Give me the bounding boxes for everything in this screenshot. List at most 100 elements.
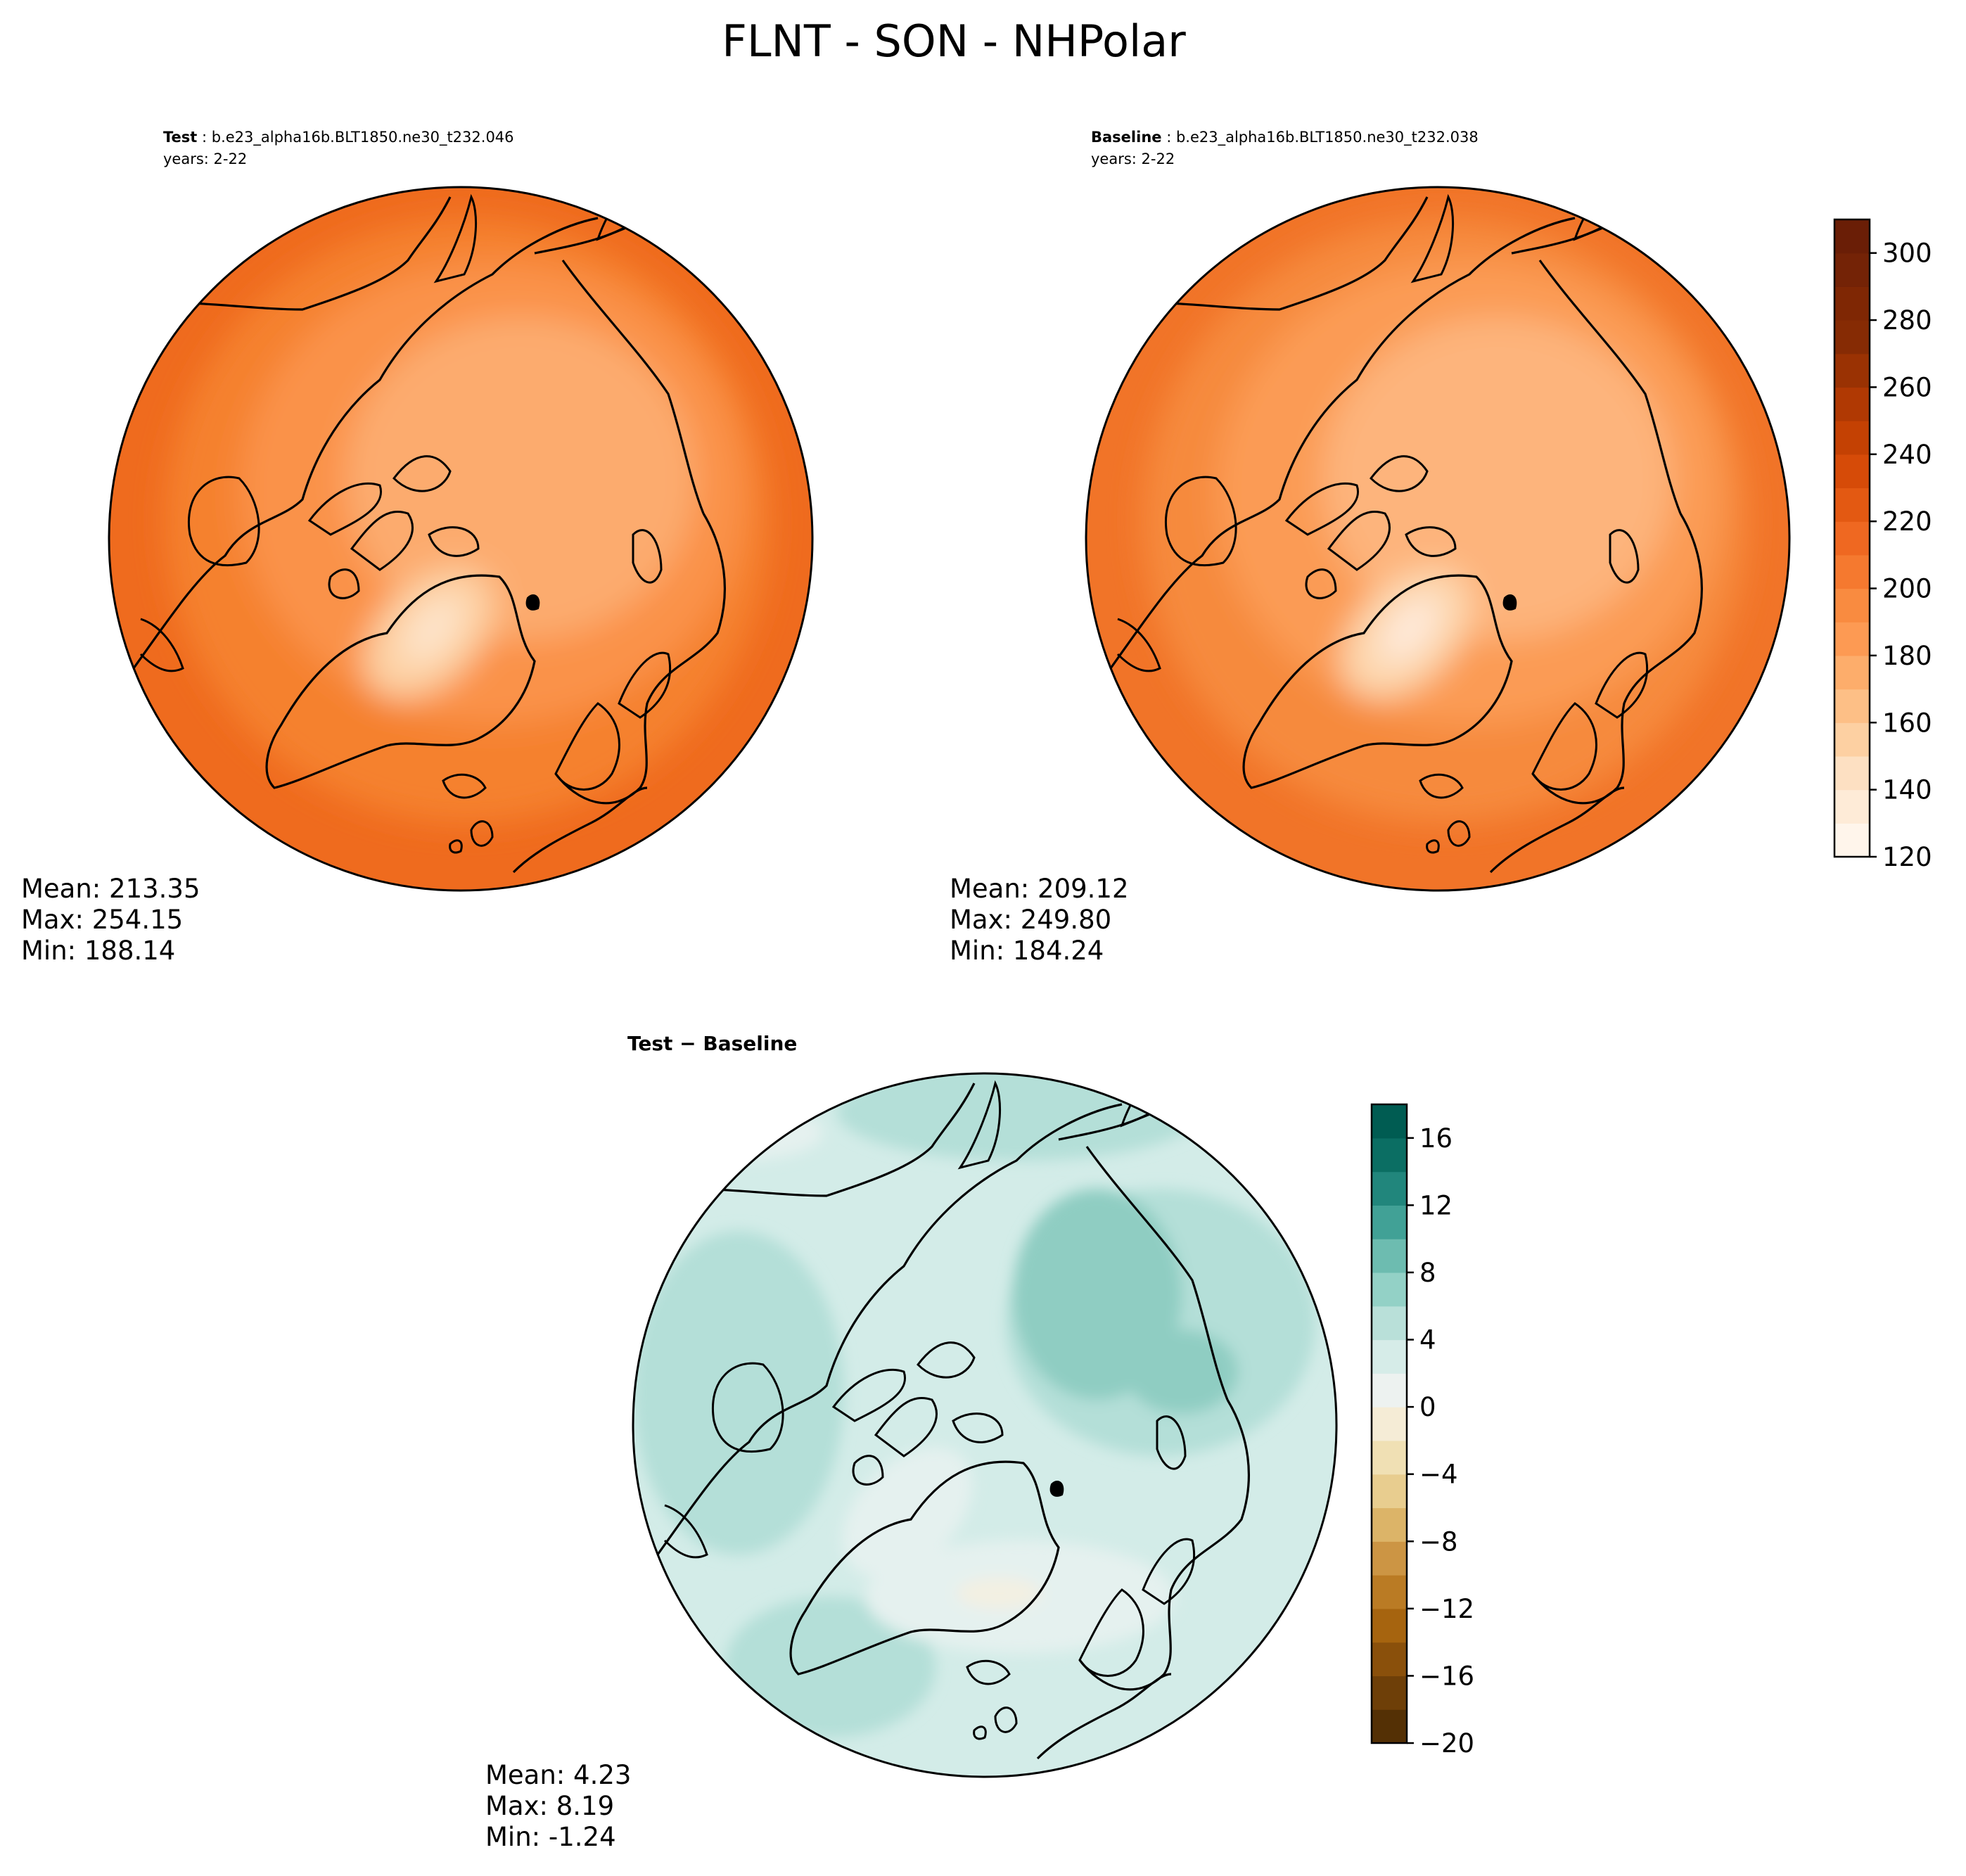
test-field-greenland-core	[403, 597, 462, 662]
diff-colorbar: −20 −16 −12 −8 −4 0 4 8 12 16	[1370, 1103, 1474, 1759]
diff-colorbar-segment	[1372, 1137, 1407, 1173]
diff-colorbar-segment	[1372, 1239, 1407, 1273]
main-colorbar-segment	[1834, 320, 1870, 355]
diff-colorbar-segment	[1372, 1272, 1407, 1307]
test-panel-label: Test : b.e23_alpha16b.BLT1850.ne30_t232.…	[163, 129, 514, 146]
main-colorbar-segment	[1834, 454, 1870, 489]
diff-colorbar-segment	[1372, 1507, 1407, 1542]
main-colorbar-segment	[1834, 286, 1870, 321]
diff-colorbar-tick-label: 8	[1419, 1258, 1436, 1288]
test-label-bold: Test	[163, 129, 197, 146]
diff-field-light-nw	[654, 1104, 823, 1161]
baseline-field-greenland-core	[1380, 597, 1439, 662]
diff-field-light-greenland	[842, 1447, 973, 1578]
main-colorbar-tick-label: 200	[1882, 574, 1932, 604]
main-colorbar-segment	[1834, 253, 1870, 287]
main-colorbar-tick-label: 240	[1882, 440, 1932, 470]
main-colorbar-segment	[1834, 689, 1870, 723]
main-colorbar-segment	[1834, 521, 1870, 556]
baseline-max: Max: 249.80	[950, 905, 1111, 935]
main-colorbar-segment	[1834, 655, 1870, 690]
baseline-label-case: : b.e23_alpha16b.BLT1850.ne30_t232.038	[1162, 129, 1479, 146]
main-colorbar: 120 140 160 180 200 220 240 260 280 300	[1833, 218, 1932, 872]
main-colorbar-segment	[1834, 219, 1870, 254]
baseline-label-bold: Baseline	[1091, 129, 1162, 146]
main-colorbar-tick-label: 120	[1882, 842, 1932, 872]
diff-field-band-sw	[725, 1597, 936, 1737]
baseline-years: years: 2-22	[1091, 151, 1175, 167]
main-colorbar-tick-label: 180	[1882, 641, 1932, 671]
diff-colorbar-segment	[1372, 1440, 1407, 1475]
figure-title: FLNT - SON - NHPolar	[722, 15, 1186, 67]
main-colorbar-segment	[1834, 421, 1870, 455]
diff-colorbar-tick-label: −12	[1419, 1594, 1474, 1624]
main-colorbar-tick-label: 160	[1882, 708, 1932, 738]
diff-colorbar-segment	[1372, 1104, 1407, 1139]
diff-colorbar-tick-label: −20	[1419, 1728, 1474, 1759]
baseline-min: Min: 184.24	[950, 936, 1104, 966]
main-colorbar-frame	[1833, 218, 1871, 858]
diff-colorbar-segment	[1372, 1474, 1407, 1509]
main-colorbar-segment	[1834, 789, 1870, 824]
main-colorbar-tick-label: 300	[1882, 238, 1932, 269]
diff-colorbar-segment	[1372, 1205, 1407, 1239]
test-map-boundary	[108, 186, 814, 892]
diff-mean: Mean: 4.23	[485, 1760, 631, 1790]
test-min: Min: 188.14	[21, 936, 175, 966]
diff-colorbar-tick-label: 12	[1419, 1190, 1453, 1220]
diff-field-neutral	[957, 1578, 1041, 1609]
diff-colorbar-tick-label: 16	[1419, 1123, 1453, 1154]
main-colorbar-tick-label: 220	[1882, 506, 1932, 537]
test-mean: Mean: 213.35	[21, 874, 200, 904]
diff-colorbar-segment	[1372, 1608, 1407, 1643]
diff-colorbar-frame	[1370, 1103, 1408, 1744]
diff-colorbar-tick-label: 4	[1419, 1325, 1436, 1355]
test-panel: Test : b.e23_alpha16b.BLT1850.ne30_t232.…	[21, 129, 814, 966]
main-colorbar-tick-label: 260	[1882, 372, 1932, 402]
diff-colorbar-segment	[1372, 1339, 1407, 1374]
test-label-case: : b.e23_alpha16b.BLT1850.ne30_t232.046	[197, 129, 513, 146]
diff-field-strong-ne	[1125, 1329, 1238, 1414]
diff-colorbar-segment	[1372, 1676, 1407, 1710]
test-map	[109, 187, 812, 891]
baseline-mean: Mean: 209.12	[950, 874, 1129, 904]
main-colorbar-tick-label: 280	[1882, 305, 1932, 336]
diff-map	[633, 1073, 1336, 1777]
main-colorbar-segment	[1834, 722, 1870, 757]
diff-map-boundary	[632, 1072, 1338, 1778]
main-colorbar-segment	[1834, 487, 1870, 522]
diff-colorbar-tick-label: −8	[1419, 1526, 1458, 1557]
main-colorbar-segment	[1834, 622, 1870, 656]
diff-colorbar-tick-label: −16	[1419, 1661, 1474, 1691]
diff-colorbar-segment	[1372, 1709, 1407, 1744]
baseline-panel: Baseline : b.e23_alpha16b.BLT1850.ne30_t…	[950, 129, 1791, 966]
test-field-arctic	[345, 317, 696, 640]
main-colorbar-segment	[1834, 755, 1870, 791]
diff-colorbar-segment	[1372, 1541, 1407, 1576]
main-colorbar-segment	[1834, 823, 1870, 857]
diff-colorbar-segment	[1372, 1373, 1407, 1408]
test-years: years: 2-22	[163, 151, 247, 167]
baseline-map-boundary	[1085, 186, 1791, 892]
main-colorbar-tick-label: 140	[1882, 775, 1932, 805]
main-colorbar-segment	[1834, 554, 1870, 589]
baseline-field-arctic	[1322, 317, 1673, 640]
diff-field-band-west	[633, 1231, 844, 1555]
diff-colorbar-tick-label: −4	[1419, 1460, 1458, 1490]
diff-field-band-top	[837, 1073, 1203, 1161]
baseline-panel-label: Baseline : b.e23_alpha16b.BLT1850.ne30_t…	[1091, 129, 1479, 146]
test-max: Max: 254.15	[21, 905, 183, 935]
diff-max: Max: 8.19	[485, 1791, 614, 1821]
main-colorbar-segment	[1834, 588, 1870, 623]
diff-colorbar-tick-label: 0	[1419, 1392, 1436, 1422]
diff-colorbar-segment	[1372, 1306, 1407, 1341]
diff-panel: Test − Baseline Mean: 4.23 Max: 8.19 Min…	[485, 1032, 1338, 1852]
baseline-map	[1086, 187, 1789, 891]
diff-min: Min: -1.24	[485, 1822, 616, 1852]
diff-panel-label: Test − Baseline	[627, 1032, 797, 1055]
diff-colorbar-segment	[1372, 1407, 1407, 1441]
diff-colorbar-segment	[1372, 1575, 1407, 1609]
diff-colorbar-segment	[1372, 1171, 1407, 1206]
main-colorbar-segment	[1834, 353, 1870, 388]
